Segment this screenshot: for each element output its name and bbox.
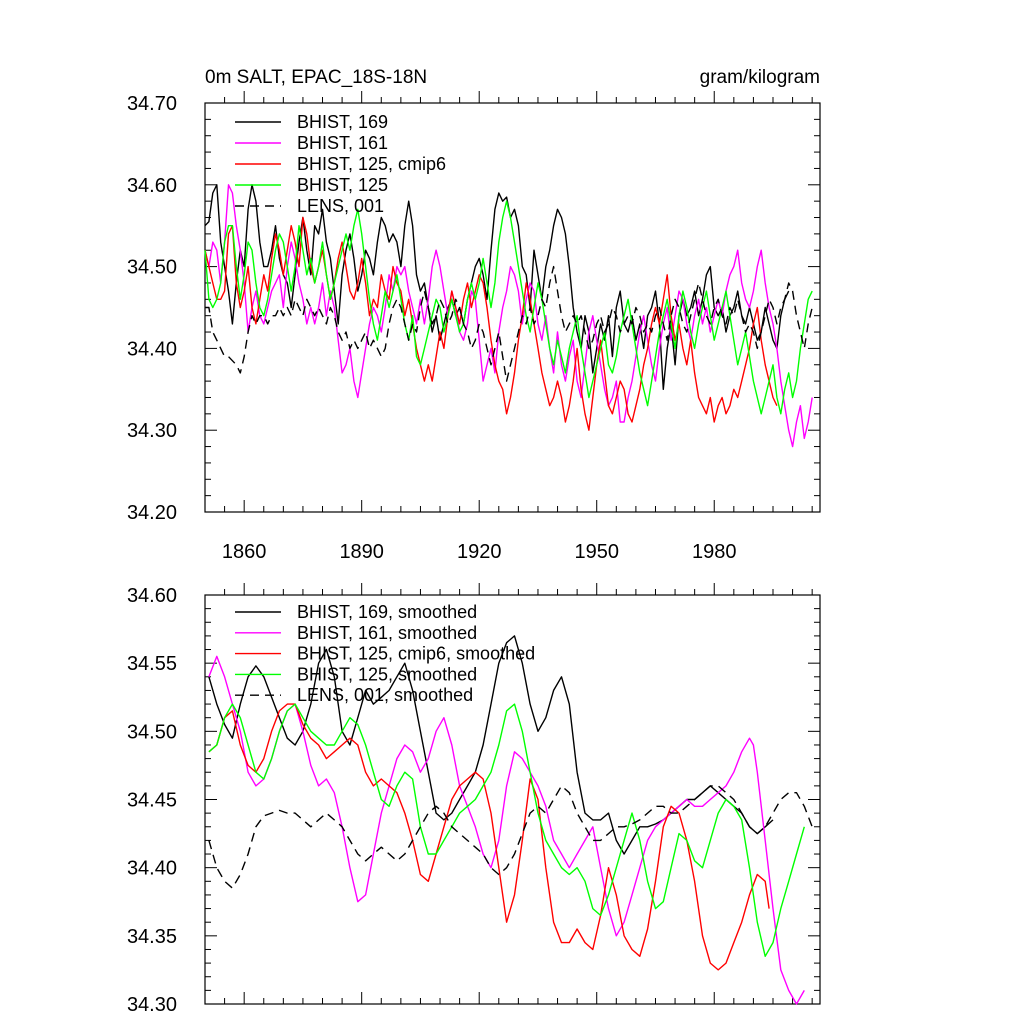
x-tick-label: 1890 (339, 541, 384, 563)
legend-label: BHIST, 125, cmip6 (297, 154, 446, 174)
y-tick-label: 34.40 (127, 858, 177, 880)
series-line-2 (204, 216, 778, 431)
x-tick-label: 1860 (222, 541, 267, 563)
top-panel-title-right: gram/kilogram (700, 67, 820, 88)
series-line-4 (208, 785, 813, 889)
series-line-1 (208, 655, 805, 1005)
y-tick-label: 34.45 (127, 790, 177, 812)
y-tick-label: 34.70 (127, 93, 177, 115)
top-panel-title-left: 0m SALT, EPAC_18S-18N (205, 67, 427, 88)
series-line-4 (205, 265, 813, 382)
x-tick-label: 1980 (692, 541, 737, 563)
legend-label: BHIST, 161, smoothed (297, 623, 477, 643)
series-line-3 (204, 200, 813, 415)
y-tick-label: 34.60 (127, 585, 177, 607)
legend-label: BHIST, 169 (297, 112, 388, 132)
legend-label: BHIST, 169, smoothed (297, 602, 477, 622)
x-tick-label: 1920 (457, 541, 502, 563)
legend-label: BHIST, 125, cmip6, smoothed (297, 644, 535, 664)
y-tick-label: 34.40 (127, 338, 177, 360)
y-tick-label: 34.30 (127, 420, 177, 442)
y-tick-label: 34.55 (127, 653, 177, 675)
series-line-2 (208, 703, 770, 971)
y-tick-label: 34.20 (127, 502, 177, 524)
y-tick-label: 34.60 (127, 175, 177, 197)
legend-label: LENS, 001 (297, 196, 384, 216)
bottom-panel-smoothed-series: 34.30 34.35 34.40 34.45 34.50 34.55 34.60 BHIST… (127, 583, 821, 1016)
series-line-3 (208, 703, 805, 957)
y-tick-label: 34.35 (127, 926, 177, 948)
series-line-1 (204, 184, 813, 448)
y-tick-label: 34.30 (127, 994, 177, 1016)
legend-label: BHIST, 125 (297, 175, 388, 195)
y-tick-label: 34.50 (127, 721, 177, 743)
y-tick-label: 34.50 (127, 257, 177, 279)
x-tick-label: 1950 (574, 541, 619, 563)
legend-label: BHIST, 161 (297, 133, 388, 153)
legend-label: LENS, 001, smoothed (297, 685, 473, 705)
legend-label: BHIST, 125, smoothed (297, 664, 477, 684)
top-panel-raw-series: 34.20 34.30 34.40 34.50 34.60 34.70 1860 1890 19… (127, 91, 821, 563)
